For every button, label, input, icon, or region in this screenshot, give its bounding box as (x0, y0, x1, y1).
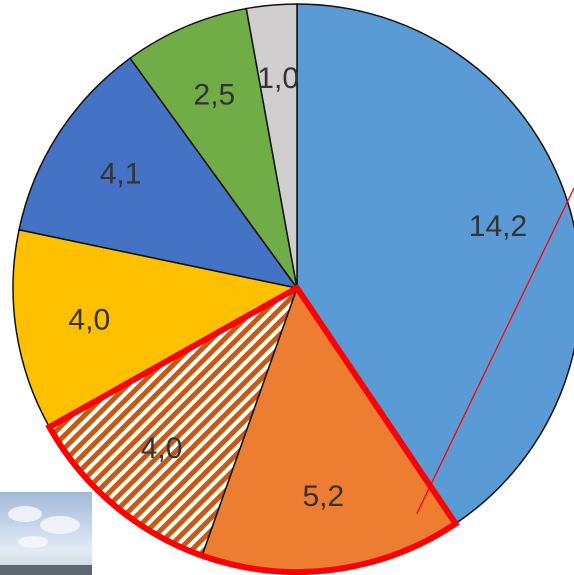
slice-label: 4,0 (141, 432, 183, 465)
callout-line (416, 187, 574, 515)
slice-label: 14,2 (469, 210, 527, 243)
photo-thumbnail (0, 492, 92, 575)
pie-slice (18, 57, 299, 290)
slice-label: 5,2 (302, 480, 344, 513)
slice-label: 4,0 (68, 303, 110, 336)
pie-slice (296, 3, 574, 525)
pie-slice (245, 3, 298, 289)
slice-label: 1,0 (257, 62, 299, 95)
pie-labels: 14,2 5,2 4,0 4,0 4,1 2,5 1,0 (68, 62, 527, 513)
slice-label: 4,1 (100, 157, 142, 190)
pie-slice (129, 7, 298, 289)
pie-slice (12, 228, 300, 429)
slice-label: 2,5 (194, 78, 236, 111)
highlight-outline (45, 284, 460, 575)
